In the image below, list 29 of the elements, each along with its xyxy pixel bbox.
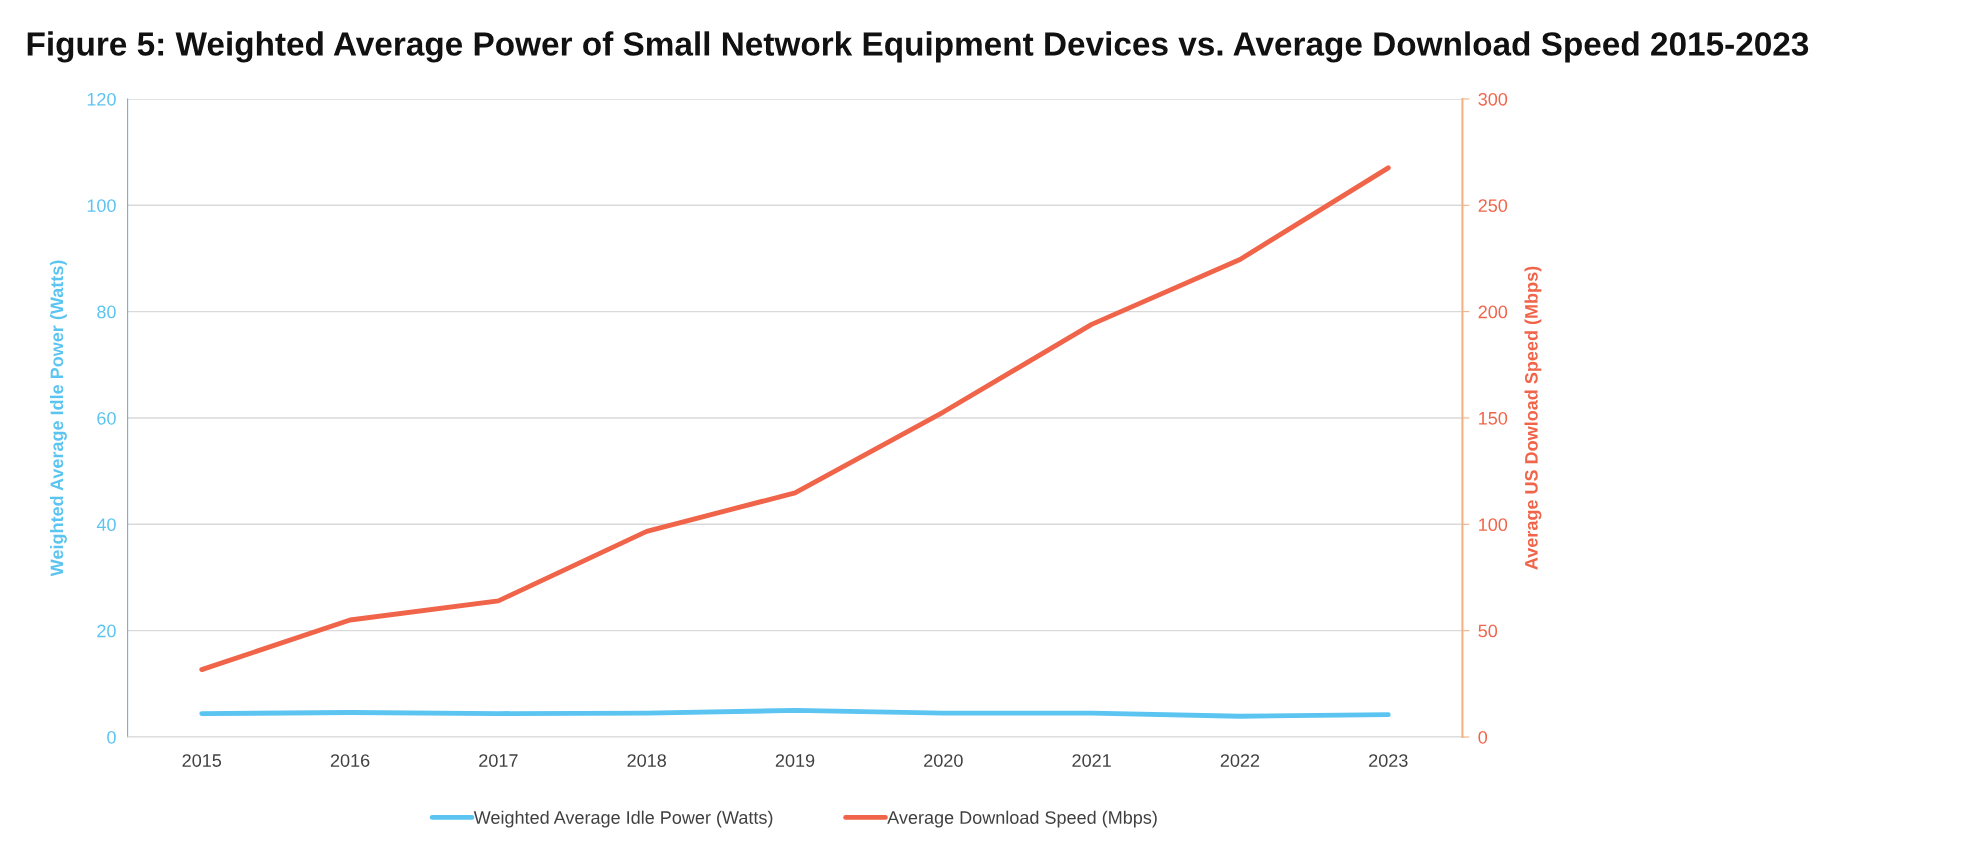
y2-axis-title: Average US Dowload Speed (Mbps) — [1524, 266, 1542, 570]
y-tick-label: 100 — [87, 199, 116, 213]
y2-tick-label: 250 — [1478, 199, 1508, 213]
x-tick-label: 2018 — [627, 754, 666, 767]
y-tick-label: 120 — [87, 92, 116, 106]
y-tick-label: 40 — [96, 518, 116, 532]
x-tick-label: 2016 — [330, 754, 370, 767]
y2-tick-label: 300 — [1478, 92, 1508, 106]
line-series — [199, 165, 1391, 672]
x-tick-label: 2015 — [182, 754, 222, 767]
legend-label: Weighted Average Idle Power (Watts) — [473, 810, 773, 828]
x-tick-label: 2021 — [1072, 754, 1111, 767]
y-tick-label: 60 — [97, 411, 116, 425]
y2-tick-label: 0 — [1478, 730, 1488, 744]
y-tick-label: 20 — [97, 624, 116, 638]
y2-tick-label: 100 — [1479, 518, 1508, 532]
y2-tick-label: 50 — [1478, 624, 1498, 638]
y2-tick-label: 200 — [1478, 305, 1508, 319]
x-tick-label: 2019 — [775, 754, 815, 767]
y-tick-label: 0 — [107, 730, 116, 744]
y-tick-label: 80 — [97, 305, 116, 319]
x-tick-label: 2023 — [1369, 754, 1408, 767]
y2-tick-label: 150 — [1479, 411, 1508, 425]
x-tick-label: 2022 — [1220, 754, 1260, 767]
x-tick-label: 2017 — [479, 754, 518, 767]
x-tick-label: 2020 — [924, 754, 963, 767]
chart-title: Figure 5: Weighted Average Power of Small Network Equipment Devices vs. Average Download Speed 2015-2023 — [27, 31, 1809, 63]
legend-label: Average Download Speed (Mbps) — [887, 810, 1157, 828]
y-axis-title: Weighted Average Idle Power (Watts) — [50, 260, 67, 577]
